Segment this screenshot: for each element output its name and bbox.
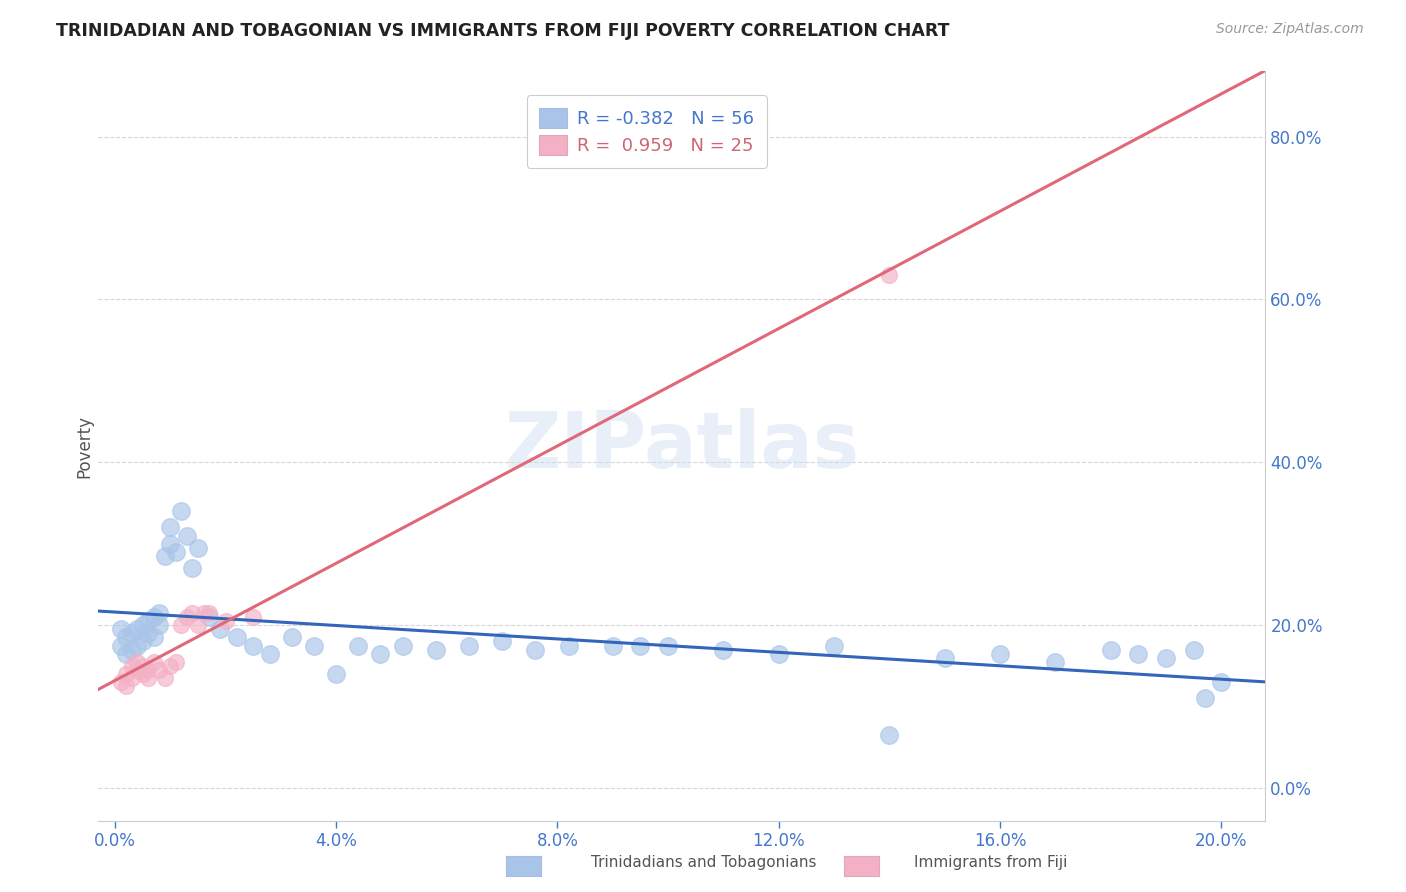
Point xyxy=(214,614,236,628)
Point xyxy=(628,639,651,653)
Point xyxy=(302,639,325,653)
Point xyxy=(148,618,170,632)
Point xyxy=(1045,655,1067,669)
Point xyxy=(148,663,170,677)
Point xyxy=(193,606,215,620)
Point xyxy=(136,614,159,628)
Point xyxy=(110,639,132,653)
Point xyxy=(281,631,304,645)
Point xyxy=(142,631,165,645)
Point xyxy=(136,671,159,685)
Point xyxy=(491,634,513,648)
Point xyxy=(242,639,264,653)
Point xyxy=(170,618,193,632)
Point xyxy=(602,639,624,653)
Point xyxy=(136,663,159,677)
Text: ZIPatlas: ZIPatlas xyxy=(505,408,859,484)
Y-axis label: Poverty: Poverty xyxy=(76,415,94,477)
Text: Source: ZipAtlas.com: Source: ZipAtlas.com xyxy=(1216,22,1364,37)
Point xyxy=(115,631,138,645)
Point xyxy=(159,520,181,534)
Point xyxy=(153,671,176,685)
Point xyxy=(131,618,153,632)
Point xyxy=(121,626,143,640)
Point xyxy=(209,622,232,636)
Point xyxy=(198,606,221,620)
Point xyxy=(165,655,187,669)
Point xyxy=(115,667,138,681)
Point xyxy=(136,626,159,640)
Point xyxy=(127,655,149,669)
Point xyxy=(142,655,165,669)
Point xyxy=(425,642,447,657)
Point xyxy=(121,659,143,673)
Point xyxy=(170,504,193,518)
Point xyxy=(713,642,735,657)
Point xyxy=(176,528,198,542)
Point xyxy=(127,622,149,636)
Point xyxy=(557,639,579,653)
Point xyxy=(1154,650,1177,665)
Point xyxy=(159,659,181,673)
Point xyxy=(127,663,149,677)
Point xyxy=(1099,642,1122,657)
Point xyxy=(187,541,209,555)
Point xyxy=(1194,691,1216,706)
Point xyxy=(176,610,198,624)
Point xyxy=(370,647,392,661)
Point xyxy=(187,618,209,632)
Point xyxy=(181,561,204,575)
Point xyxy=(934,650,956,665)
Point xyxy=(110,622,132,636)
Point xyxy=(159,537,181,551)
Point xyxy=(391,639,413,653)
Point xyxy=(198,610,221,624)
Point xyxy=(127,639,149,653)
Text: TRINIDADIAN AND TOBAGONIAN VS IMMIGRANTS FROM FIJI POVERTY CORRELATION CHART: TRINIDADIAN AND TOBAGONIAN VS IMMIGRANTS… xyxy=(56,22,949,40)
Point xyxy=(131,634,153,648)
Point xyxy=(242,610,264,624)
Point xyxy=(657,639,679,653)
Point xyxy=(131,667,153,681)
Point xyxy=(165,545,187,559)
Point xyxy=(153,549,176,563)
Point xyxy=(1211,675,1233,690)
Point xyxy=(181,606,204,620)
Legend: R = -0.382   N = 56, R =  0.959   N = 25: R = -0.382 N = 56, R = 0.959 N = 25 xyxy=(527,95,768,168)
Point xyxy=(121,642,143,657)
Point xyxy=(879,268,901,282)
Point xyxy=(110,675,132,690)
Point xyxy=(115,679,138,693)
Point xyxy=(325,667,347,681)
Point xyxy=(1128,647,1150,661)
Point xyxy=(142,610,165,624)
Text: Immigrants from Fiji: Immigrants from Fiji xyxy=(914,855,1067,870)
Point xyxy=(768,647,790,661)
Point xyxy=(524,642,547,657)
Point xyxy=(1182,642,1205,657)
Point xyxy=(347,639,370,653)
Text: Trinidadians and Tobagonians: Trinidadians and Tobagonians xyxy=(591,855,815,870)
Point xyxy=(121,671,143,685)
Point xyxy=(225,631,247,645)
Point xyxy=(115,647,138,661)
Point xyxy=(131,659,153,673)
Point xyxy=(988,647,1011,661)
Point xyxy=(458,639,481,653)
Point xyxy=(823,639,845,653)
Point xyxy=(259,647,281,661)
Point xyxy=(879,728,901,742)
Point xyxy=(148,606,170,620)
